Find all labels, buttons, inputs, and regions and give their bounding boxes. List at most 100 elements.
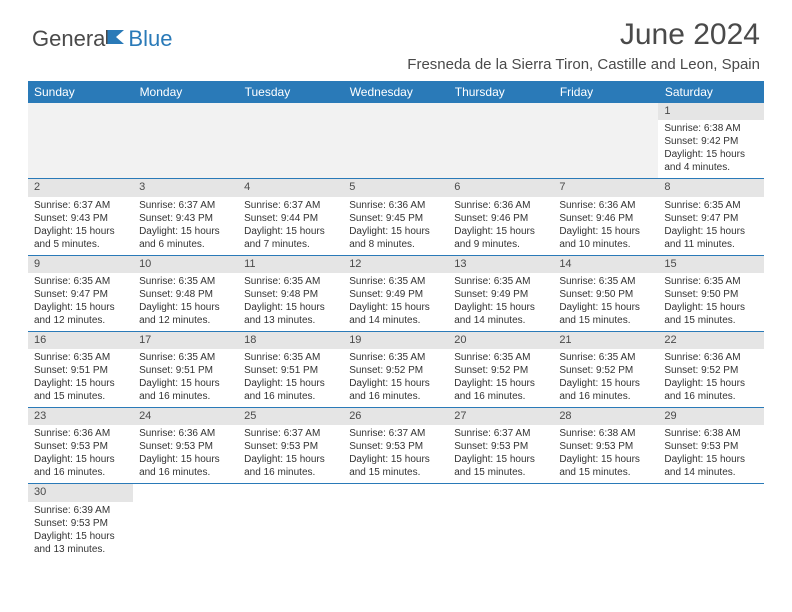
day-info-line: and 15 minutes. [559, 314, 652, 327]
day-info-line: Sunset: 9:50 PM [559, 288, 652, 301]
day-info-line: Daylight: 15 hours [349, 301, 442, 314]
weekday-header: Friday [553, 81, 658, 103]
day-info-line: Sunset: 9:51 PM [34, 364, 127, 377]
day-info-line: Sunrise: 6:38 AM [664, 427, 757, 440]
day-number: 14 [553, 256, 658, 273]
day-info-line: Sunrise: 6:35 AM [34, 275, 127, 288]
day-info-line: Sunset: 9:53 PM [34, 517, 127, 530]
day-info-line: Sunset: 9:53 PM [454, 440, 547, 453]
day-info-line: Daylight: 15 hours [559, 453, 652, 466]
day-info-line: and 15 minutes. [349, 466, 442, 479]
calendar-cell: 23Sunrise: 6:36 AMSunset: 9:53 PMDayligh… [28, 408, 133, 484]
day-number: 16 [28, 332, 133, 349]
calendar-cell: 20Sunrise: 6:35 AMSunset: 9:52 PMDayligh… [448, 331, 553, 407]
day-number: 13 [448, 256, 553, 273]
calendar-cell: 9Sunrise: 6:35 AMSunset: 9:47 PMDaylight… [28, 255, 133, 331]
day-info-line: and 15 minutes. [559, 466, 652, 479]
calendar-row: 9Sunrise: 6:35 AMSunset: 9:47 PMDaylight… [28, 255, 764, 331]
calendar-cell: 1Sunrise: 6:38 AMSunset: 9:42 PMDaylight… [658, 103, 763, 179]
calendar-cell: 5Sunrise: 6:36 AMSunset: 9:45 PMDaylight… [343, 179, 448, 255]
day-info-line: Sunset: 9:48 PM [139, 288, 232, 301]
day-info-line: Sunrise: 6:35 AM [454, 351, 547, 364]
day-info-line: Sunrise: 6:36 AM [139, 427, 232, 440]
calendar-cell: 13Sunrise: 6:35 AMSunset: 9:49 PMDayligh… [448, 255, 553, 331]
day-number: 18 [238, 332, 343, 349]
day-info-line: Sunset: 9:52 PM [559, 364, 652, 377]
weekday-header-row: Sunday Monday Tuesday Wednesday Thursday… [28, 81, 764, 103]
day-number: 1 [658, 103, 763, 120]
calendar-cell: 16Sunrise: 6:35 AMSunset: 9:51 PMDayligh… [28, 331, 133, 407]
day-info-line: Sunset: 9:44 PM [244, 212, 337, 225]
day-number: 30 [28, 484, 133, 501]
day-number: 11 [238, 256, 343, 273]
calendar-row: 30Sunrise: 6:39 AMSunset: 9:53 PMDayligh… [28, 484, 764, 560]
day-info-line: and 15 minutes. [34, 390, 127, 403]
day-info-line: and 16 minutes. [349, 390, 442, 403]
day-info-line: Sunset: 9:52 PM [454, 364, 547, 377]
day-info-line: and 16 minutes. [139, 390, 232, 403]
day-info-line: Daylight: 15 hours [349, 225, 442, 238]
day-number: 21 [553, 332, 658, 349]
day-info-line: and 14 minutes. [664, 466, 757, 479]
day-info-line: Daylight: 15 hours [244, 377, 337, 390]
calendar-cell: 25Sunrise: 6:37 AMSunset: 9:53 PMDayligh… [238, 408, 343, 484]
calendar-cell: 29Sunrise: 6:38 AMSunset: 9:53 PMDayligh… [658, 408, 763, 484]
day-info-line: Daylight: 15 hours [454, 301, 547, 314]
calendar-cell: 17Sunrise: 6:35 AMSunset: 9:51 PMDayligh… [133, 331, 238, 407]
calendar-cell [553, 484, 658, 560]
calendar-row: 16 Sunrise: 6:35 AM Sunset: 9:51 PM Dayligh… [28, 331, 764, 407]
day-number: 24 [133, 408, 238, 425]
day-info-line: Sunrise: 6:37 AM [139, 199, 232, 212]
calendar-cell: 28Sunrise: 6:38 AMSunset: 9:53 PMDayligh… [553, 408, 658, 484]
calendar-cell [343, 103, 448, 179]
day-number: 6 [448, 179, 553, 196]
day-info-line: Sunrise: 6:37 AM [244, 199, 337, 212]
day-info-line: and 5 minutes. [34, 238, 127, 251]
day-info-line: Sunrise: 6:38 AM [559, 427, 652, 440]
calendar-cell [448, 103, 553, 179]
day-info-line: Sunset: 9:50 PM [664, 288, 757, 301]
day-info-line: Sunrise: 6:39 AM [34, 504, 127, 517]
calendar-cell [28, 103, 133, 179]
calendar-cell: 10Sunrise: 6:35 AMSunset: 9:48 PMDayligh… [133, 255, 238, 331]
day-info-line: and 14 minutes. [349, 314, 442, 327]
calendar-cell: 27Sunrise: 6:37 AMSunset: 9:53 PMDayligh… [448, 408, 553, 484]
day-info-line: and 12 minutes. [34, 314, 127, 327]
calendar-cell: 12Sunrise: 6:35 AMSunset: 9:49 PMDayligh… [343, 255, 448, 331]
weekday-header: Monday [133, 81, 238, 103]
day-number: 22 [658, 332, 763, 349]
day-info-line: Sunrise: 6:35 AM [244, 351, 337, 364]
day-info-line: Sunset: 9:47 PM [34, 288, 127, 301]
day-info-line: Sunset: 9:47 PM [664, 212, 757, 225]
day-info-line: Sunrise: 6:37 AM [244, 427, 337, 440]
day-info-line: Sunset: 9:53 PM [139, 440, 232, 453]
day-info-line: Sunset: 9:49 PM [349, 288, 442, 301]
day-info-line: Daylight: 15 hours [139, 225, 232, 238]
weekday-header: Tuesday [238, 81, 343, 103]
day-number: 3 [133, 179, 238, 196]
day-info-line: and 9 minutes. [454, 238, 547, 251]
day-info-line: and 16 minutes. [559, 390, 652, 403]
calendar-cell: 30Sunrise: 6:39 AMSunset: 9:53 PMDayligh… [28, 484, 133, 560]
day-info-line: and 16 minutes. [34, 466, 127, 479]
day-number: 4 [238, 179, 343, 196]
day-info-line: Sunset: 9:46 PM [454, 212, 547, 225]
day-number: 20 [448, 332, 553, 349]
day-number: 5 [343, 179, 448, 196]
day-info-line: Sunset: 9:53 PM [664, 440, 757, 453]
day-number: 19 [343, 332, 448, 349]
day-info-line: Daylight: 15 hours [244, 453, 337, 466]
calendar-cell [448, 484, 553, 560]
calendar-cell: 24Sunrise: 6:36 AMSunset: 9:53 PMDayligh… [133, 408, 238, 484]
logo: Genera Blue [32, 26, 172, 52]
day-info-line: and 14 minutes. [454, 314, 547, 327]
calendar-cell [658, 484, 763, 560]
location: Fresneda de la Sierra Tiron, Castille an… [407, 56, 760, 73]
day-info-line: Daylight: 15 hours [244, 225, 337, 238]
day-number: 10 [133, 256, 238, 273]
calendar-cell [238, 103, 343, 179]
logo-text-part2: Blue [128, 26, 172, 52]
calendar-cell: 3Sunrise: 6:37 AMSunset: 9:43 PMDaylight… [133, 179, 238, 255]
weekday-header: Saturday [658, 81, 763, 103]
day-info-line: Sunset: 9:53 PM [559, 440, 652, 453]
